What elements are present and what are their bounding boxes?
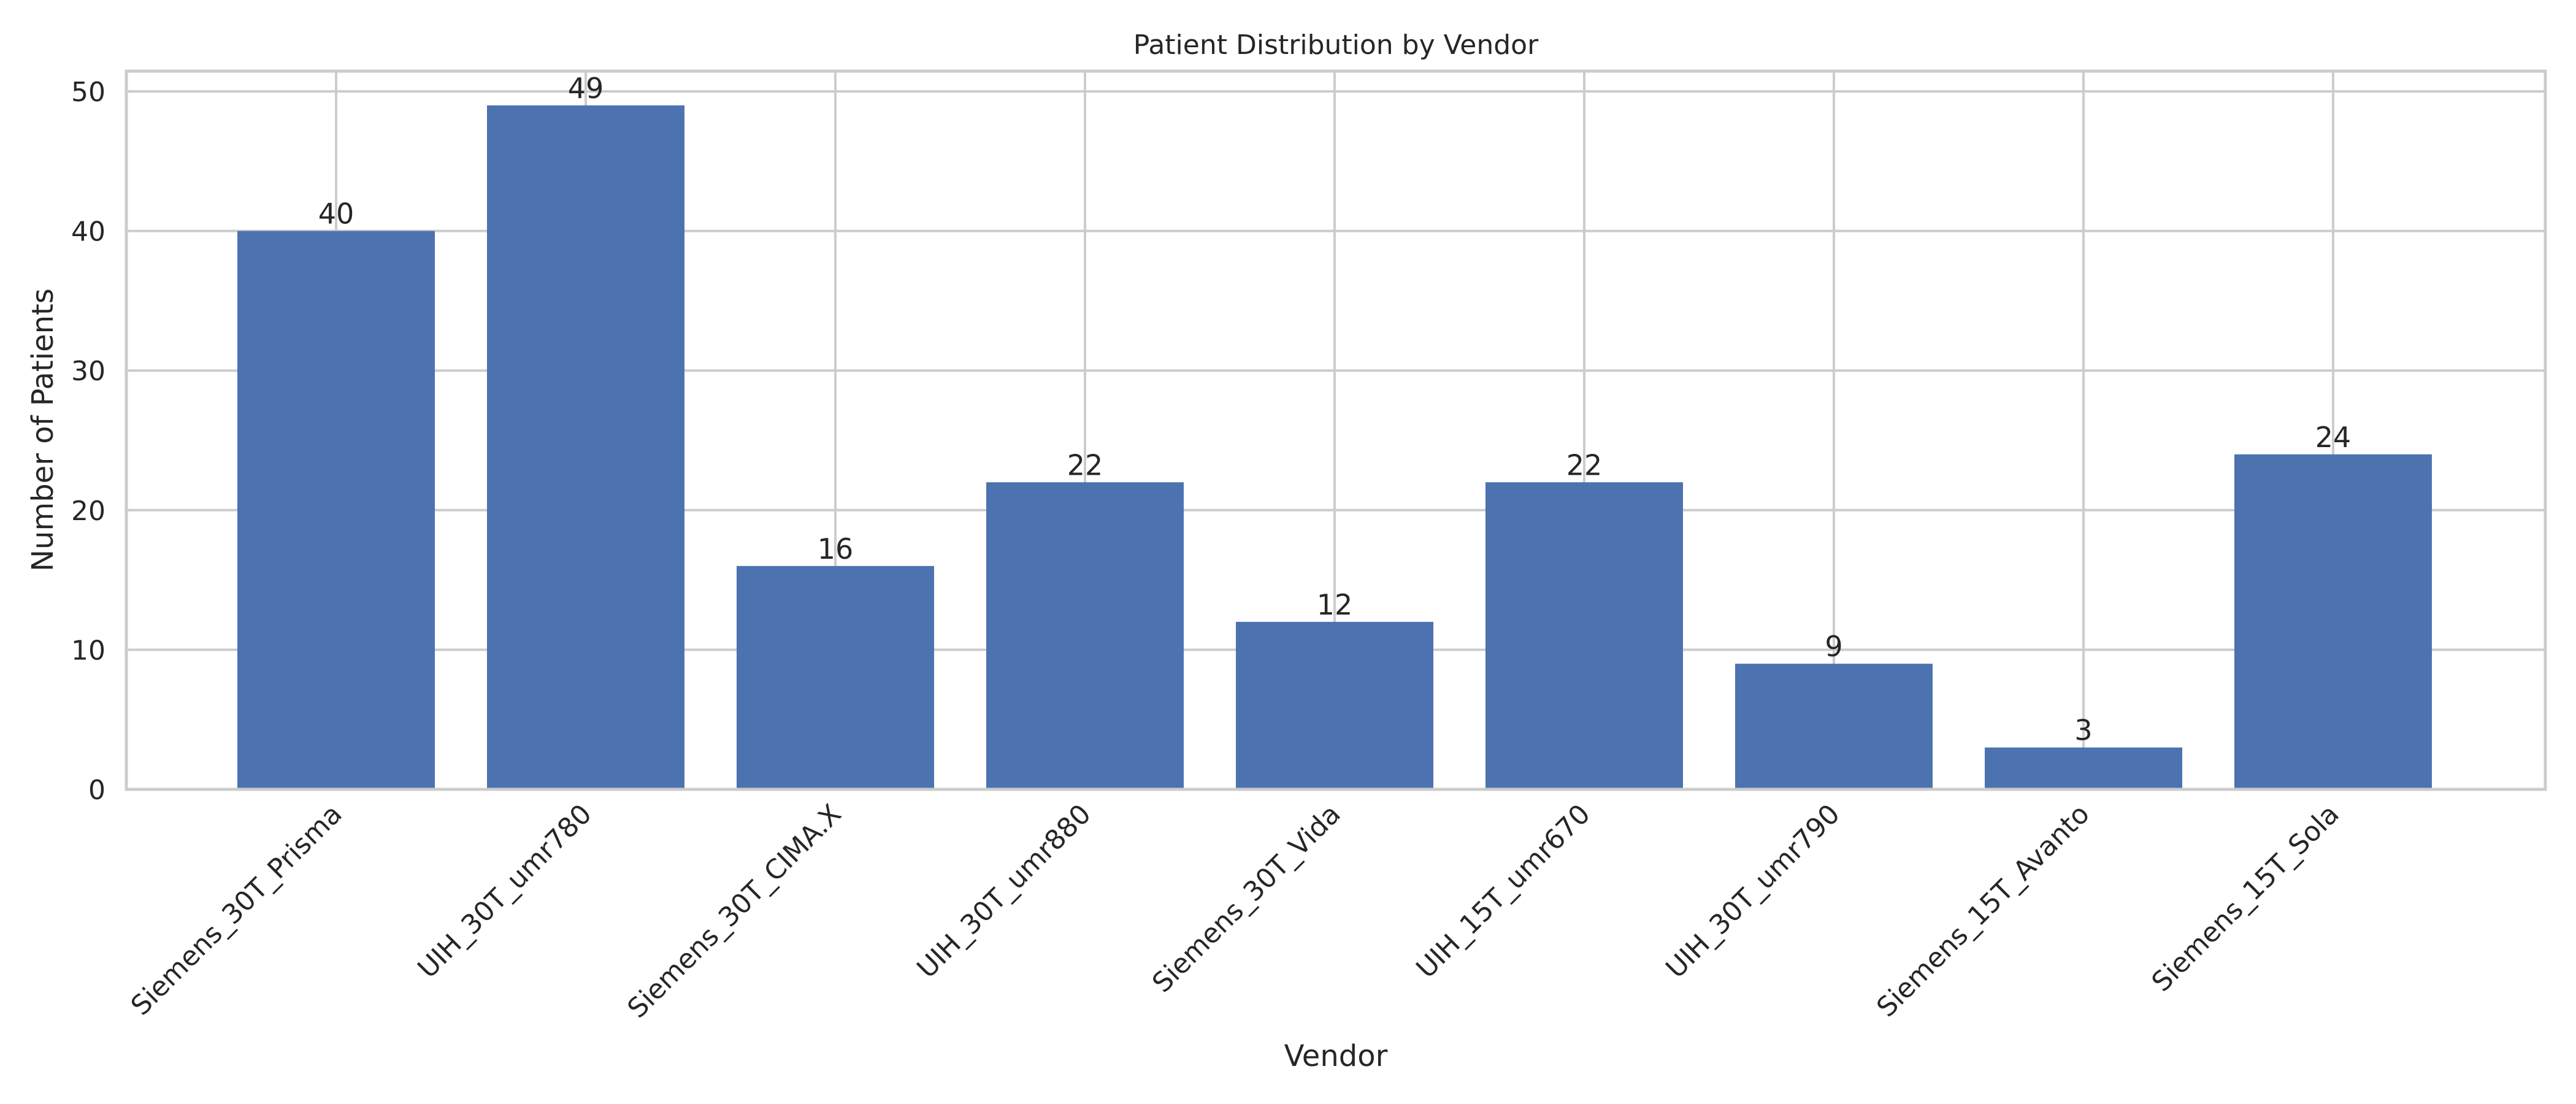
y-tick-label: 50 bbox=[71, 77, 105, 108]
bar-value-label: 9 bbox=[1825, 630, 1842, 663]
y-tick-label: 10 bbox=[71, 635, 105, 666]
bar-value-label: 12 bbox=[1317, 588, 1353, 621]
bar-value-label: 3 bbox=[2074, 714, 2092, 747]
bar bbox=[2234, 454, 2432, 789]
y-tick-label: 40 bbox=[71, 217, 105, 248]
bar-value-label: 40 bbox=[318, 197, 355, 231]
bars bbox=[237, 105, 2432, 789]
y-tick-labels: 0 10 20 30 40 50 bbox=[71, 77, 105, 806]
bar bbox=[237, 231, 435, 789]
bar bbox=[737, 565, 934, 789]
y-tick-label: 30 bbox=[71, 356, 105, 387]
bar-value-label: 16 bbox=[818, 532, 854, 565]
bar bbox=[1735, 664, 1933, 789]
bar-value-label: 49 bbox=[568, 72, 604, 105]
bar bbox=[1985, 747, 2182, 789]
bar-value-label: 22 bbox=[1566, 448, 1603, 481]
data-labels: 40 49 16 22 12 22 9 3 24 bbox=[318, 72, 2352, 747]
plot-frame bbox=[125, 69, 2547, 791]
bar-value-label: 22 bbox=[1067, 448, 1103, 481]
y-axis-label: Number of Patients bbox=[26, 288, 60, 572]
x-axis-label: Vendor bbox=[1284, 1039, 1388, 1073]
chart-title: Patient Distribution by Vendor bbox=[1133, 29, 1539, 61]
y-tick-label: 20 bbox=[71, 496, 105, 527]
bar-value-label: 24 bbox=[2315, 421, 2352, 454]
bar bbox=[1485, 482, 1683, 789]
bar bbox=[1236, 621, 1433, 789]
bar bbox=[487, 105, 684, 789]
y-tick-label: 0 bbox=[88, 775, 105, 806]
bar bbox=[986, 482, 1184, 789]
